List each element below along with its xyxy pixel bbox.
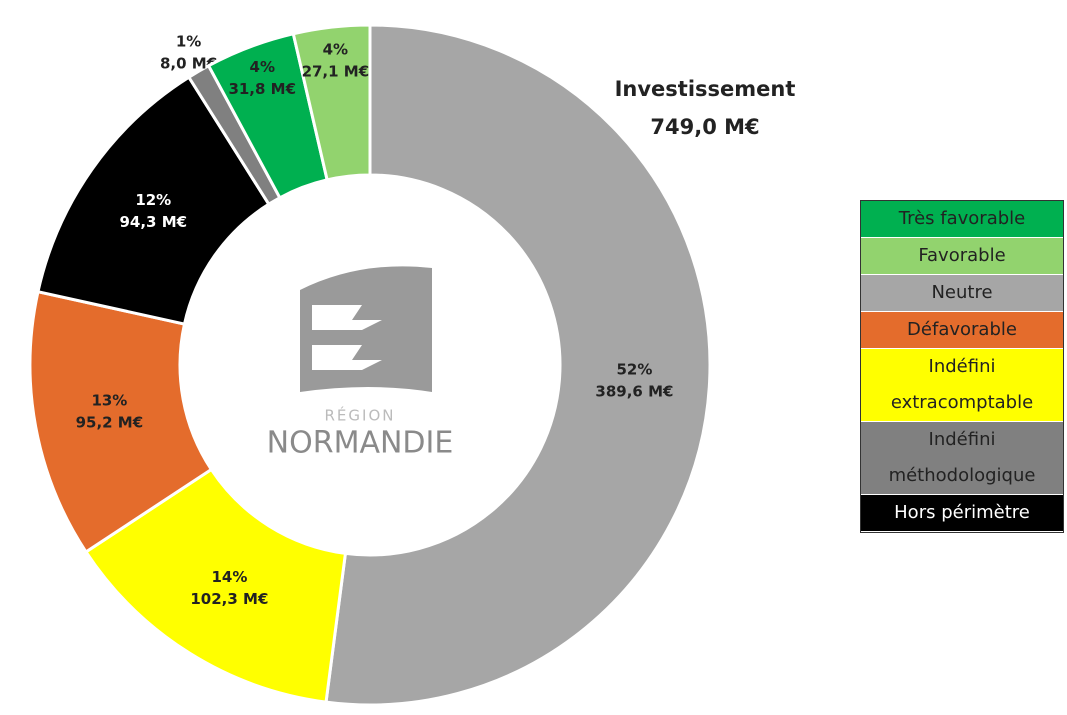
slice-percent: 12% (135, 191, 171, 209)
chart-subtitle: 749,0 M€ (650, 115, 759, 139)
legend-entry: Défavorable (861, 312, 1063, 349)
logo-line2: NORMANDIE (267, 426, 454, 461)
logo: RÉGION NORMANDIE (267, 266, 454, 461)
slice-value: 27,1 M€ (302, 62, 370, 80)
logo-line1: RÉGION (325, 406, 396, 425)
chart-title: Investissement (615, 77, 796, 101)
slice-percent: 4% (323, 40, 348, 58)
legend-entry: Neutre (861, 275, 1063, 312)
legend-entry: Hors périmètre (861, 495, 1063, 532)
slice-value: 8,0 M€ (160, 55, 217, 73)
legend-entry: Indéfini extracomptable (861, 349, 1063, 422)
slice-percent: 4% (250, 58, 275, 76)
legend-entry: Indéfini méthodologique (861, 422, 1063, 495)
legend-entry: Très favorable (861, 201, 1063, 238)
slice (83, 467, 348, 704)
slice-value: 94,3 M€ (119, 213, 187, 231)
slice (324, 23, 712, 707)
slice-percent: 13% (91, 392, 127, 410)
slice-percent: 52% (616, 361, 652, 379)
legend-entry: Favorable (861, 238, 1063, 275)
slice-value: 102,3 M€ (190, 590, 268, 608)
slice-percent: 1% (176, 33, 201, 51)
slice-value: 95,2 M€ (76, 414, 144, 432)
chart: Investissement 749,0 M€ RÉGION NORMANDIE… (28, 23, 796, 707)
legend: Très favorable Favorable Neutre Défavorable… (860, 200, 1064, 533)
slice-value: 31,8 M€ (228, 80, 296, 98)
slice-value: 389,6 M€ (595, 383, 673, 401)
logo-lions (312, 305, 382, 370)
slice (291, 23, 372, 182)
slice-percent: 14% (211, 568, 247, 586)
